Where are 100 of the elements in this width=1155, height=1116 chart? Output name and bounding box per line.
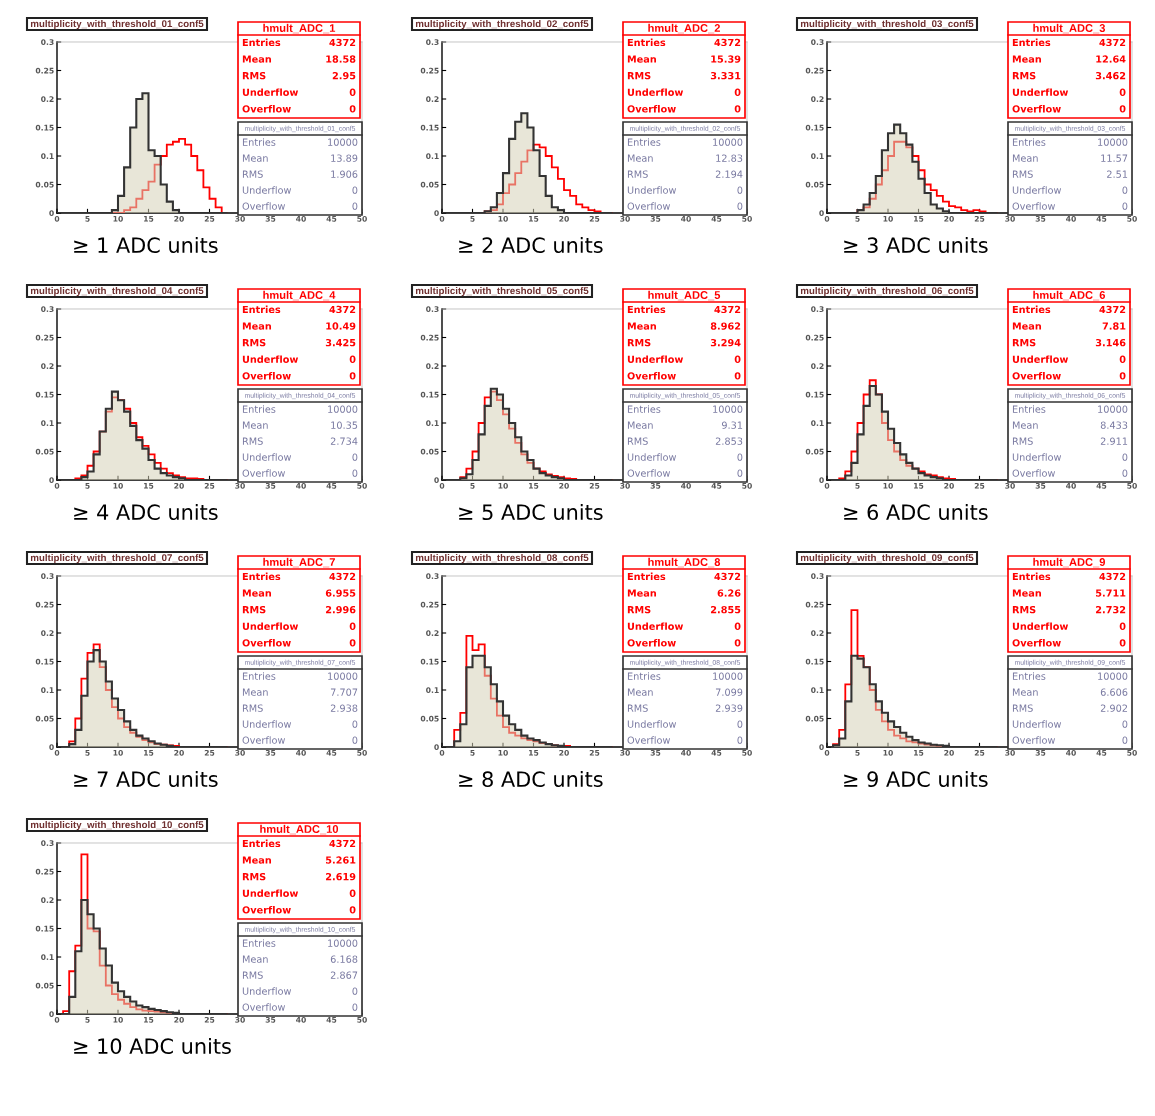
annotation: Entries — [627, 572, 666, 581]
annotation: 0 — [737, 469, 743, 477]
annotation: Underflow — [1012, 88, 1069, 96]
annotation: Underflow — [627, 622, 684, 630]
annotation: Underflow — [1012, 186, 1062, 194]
annotation: 3.146 — [1095, 338, 1126, 347]
annotation: RMS — [242, 872, 266, 881]
annotation: Mean — [1012, 55, 1041, 63]
annotation: Entries — [627, 672, 661, 680]
annotation: 3.425 — [325, 338, 356, 347]
chart-title: multiplicity_with_threshold_07_conf5 — [30, 553, 204, 564]
annotation: Overflow — [242, 372, 291, 380]
x-axis-title: ≥ 6 ADC units — [844, 503, 988, 521]
chart-title: multiplicity_with_threshold_04_conf5 — [30, 286, 204, 297]
annotation: Underflow — [1012, 355, 1069, 363]
annotation: 0 — [352, 1003, 358, 1011]
annotation: Underflow — [242, 186, 292, 194]
text: hmult_ADC_6 — [1033, 290, 1106, 301]
annotation: Mean — [1012, 322, 1041, 330]
annotation: Entries — [242, 839, 281, 848]
annotation: Mean — [627, 55, 656, 63]
annotation: 0 — [349, 105, 356, 113]
annotation: RMS — [1012, 170, 1033, 178]
annotation: Entries — [1012, 405, 1046, 413]
annotation: 10000 — [328, 138, 358, 146]
text: hmult_ADC_9 — [1033, 557, 1106, 568]
annotation: 0 — [349, 622, 356, 630]
annotation: RMS — [1012, 71, 1036, 80]
annotation: 0 — [349, 889, 356, 897]
annotation: 3.462 — [1095, 71, 1126, 80]
annotation: RMS — [1012, 704, 1033, 712]
annotation: Underflow — [627, 186, 677, 194]
x-axis-title: ≥ 2 ADC units — [459, 236, 603, 254]
annotation: 4372 — [714, 572, 741, 581]
annotation: 0 — [349, 88, 356, 96]
annotation: RMS — [242, 170, 263, 178]
annotation: RMS — [242, 971, 263, 979]
annotation: Overflow — [627, 105, 676, 113]
annotation: Mean — [242, 955, 268, 963]
annotation: Overflow — [1012, 372, 1061, 380]
annotation: Entries — [242, 38, 281, 47]
annotation: 2.902 — [1100, 704, 1128, 712]
annotation: 2.855 — [711, 605, 741, 614]
annotation: 0 — [352, 736, 358, 744]
annotation: Mean — [242, 688, 268, 696]
annotation: Entries — [627, 305, 666, 314]
annotation: Underflow — [627, 355, 684, 363]
annotation: Entries — [242, 305, 281, 314]
annotation: 0 — [352, 987, 358, 995]
annotation: Overflow — [627, 202, 670, 210]
annotation: 0 — [1119, 639, 1126, 647]
annotation: 0 — [352, 720, 358, 728]
annotation: Mean — [627, 589, 656, 597]
annotation: 0 — [352, 186, 358, 194]
annotation: 2.939 — [715, 704, 743, 712]
text: hmult_ADC_8 — [648, 557, 721, 568]
annotation: 6.168 — [330, 955, 358, 963]
annotation: 5.711 — [1096, 589, 1126, 597]
annotation: Overflow — [627, 372, 676, 380]
annotation: 4372 — [329, 305, 356, 314]
annotation: 10000 — [1098, 672, 1128, 680]
text: hmult_ADC_5 — [648, 290, 721, 301]
annotation: Mean — [242, 856, 271, 864]
annotation: 0 — [1119, 88, 1126, 96]
annotation: RMS — [627, 437, 648, 445]
annotation: Underflow — [242, 622, 299, 630]
annotation: 0 — [734, 105, 741, 113]
annotation: Mean — [627, 154, 653, 162]
annotation: RMS — [242, 704, 263, 712]
annotation: Underflow — [242, 355, 299, 363]
annotation: Entries — [242, 405, 276, 413]
chart-title: multiplicity_with_threshold_09_conf5 — [800, 553, 974, 564]
annotation: Overflow — [627, 639, 676, 647]
annotation: Entries — [1012, 672, 1046, 680]
annotation: 0 — [737, 453, 743, 461]
annotation: 0 — [734, 639, 741, 647]
annotation: 3.331 — [710, 71, 741, 80]
annotation: 2.996 — [326, 605, 356, 614]
annotation: 6.955 — [325, 589, 356, 597]
annotation: 0 — [1122, 720, 1128, 728]
annotation: RMS — [1012, 338, 1036, 347]
annotation: 10.35 — [331, 421, 358, 429]
x-axis-title: ≥ 1 ADC units — [74, 236, 218, 254]
annotation: 0 — [737, 186, 743, 194]
annotation: Underflow — [242, 88, 299, 96]
annotation: 12.83 — [716, 154, 743, 162]
annotation: RMS — [242, 437, 263, 445]
annotation: Mean — [242, 55, 271, 63]
text: hmult_ADC_10 — [260, 824, 339, 835]
annotation: Underflow — [1012, 720, 1062, 728]
annotation: 0 — [1122, 186, 1128, 194]
annotation: 2.51 — [1107, 170, 1128, 178]
annotation: 0 — [352, 202, 358, 210]
annotation: Overflow — [242, 469, 285, 477]
annotation: 9.31 — [721, 421, 743, 429]
annotation: Overflow — [242, 1003, 285, 1011]
annotation: 7.099 — [715, 688, 743, 696]
annotation: 3.294 — [710, 338, 741, 347]
annotation: 0 — [734, 622, 741, 630]
chart-title: multiplicity_with_threshold_03_conf5 — [800, 19, 974, 30]
